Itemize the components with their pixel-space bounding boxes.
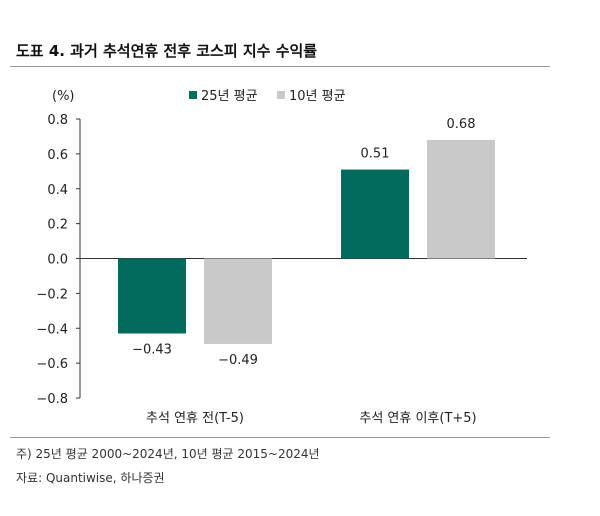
y-tick-label: −0.6: [36, 357, 68, 372]
y-tick-label: 0.8: [47, 113, 68, 128]
legend-label: 25년 평균: [201, 89, 258, 104]
legend-swatch: [277, 91, 285, 99]
bar-10yr-0: [204, 258, 272, 344]
source-note: 자료: Quantiwise, 하나증권: [16, 471, 165, 485]
data-label: −0.43: [132, 342, 172, 357]
chart-legend: 25년 평균 10년 평균: [189, 89, 346, 104]
y-tick-label: 0.6: [47, 148, 68, 163]
data-label: −0.49: [218, 353, 258, 368]
y-tick-label: 0.0: [47, 253, 68, 268]
y-tick-label: 0.2: [47, 218, 68, 233]
bar-25yr-1: [341, 169, 409, 259]
bottom-divider: [10, 437, 550, 438]
category-label: 추석 연휴 이후(T+5): [359, 411, 476, 426]
category-label: 추석 연휴 전(T-5): [146, 411, 244, 426]
y-tick-label: −0.4: [36, 322, 68, 337]
legend-label: 10년 평균: [289, 89, 346, 104]
y-tick-label: −0.8: [36, 392, 68, 407]
bar-25yr-0: [118, 258, 186, 334]
footnote: 주) 25년 평균 2000~2024년, 10년 평균 2015~2024년: [16, 447, 320, 461]
top-divider: [10, 66, 550, 67]
chart-title: 도표 4. 과거 추석연휴 전후 코스피 지수 수익률: [16, 42, 318, 60]
unit-label: (%): [52, 89, 75, 104]
bar-10yr-1: [427, 139, 495, 259]
chart-labels: (%) 0.8 0.6 0.4 0.2 0.0 −0.2 −0.4 −0.6 −0.8 −0.43 0…: [36, 89, 476, 426]
chart-bars: [118, 139, 495, 344]
legend-swatch: [189, 91, 197, 99]
data-label: 0.68: [447, 117, 476, 132]
y-tick-label: 0.4: [47, 183, 68, 198]
data-label: 0.51: [361, 147, 390, 162]
y-tick-label: −0.2: [36, 287, 68, 302]
